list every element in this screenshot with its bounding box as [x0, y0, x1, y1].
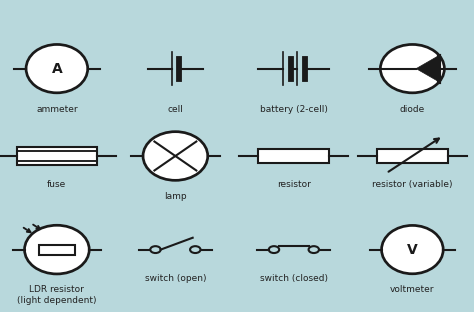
Text: resistor (variable): resistor (variable): [372, 180, 453, 189]
Text: switch (closed): switch (closed): [260, 274, 328, 283]
Text: LDR resistor
(light dependent): LDR resistor (light dependent): [17, 285, 97, 305]
Text: resistor: resistor: [277, 180, 311, 189]
Ellipse shape: [26, 44, 88, 93]
Text: voltmeter: voltmeter: [390, 285, 435, 295]
Polygon shape: [416, 56, 439, 82]
Bar: [39, 245, 75, 255]
Bar: [17, 151, 97, 161]
Bar: [17, 147, 97, 165]
Text: lamp: lamp: [164, 192, 187, 201]
Text: V: V: [407, 243, 418, 256]
Text: A: A: [52, 62, 62, 76]
Text: battery (2-cell): battery (2-cell): [260, 105, 328, 114]
Text: fuse: fuse: [47, 180, 66, 189]
Ellipse shape: [380, 44, 444, 93]
Text: diode: diode: [400, 105, 425, 114]
Text: switch (open): switch (open): [145, 274, 206, 283]
Bar: [377, 149, 448, 163]
Ellipse shape: [143, 132, 208, 180]
Ellipse shape: [382, 225, 443, 274]
Bar: [258, 149, 329, 163]
Text: cell: cell: [167, 105, 183, 114]
Ellipse shape: [25, 225, 89, 274]
Text: ammeter: ammeter: [36, 105, 78, 114]
